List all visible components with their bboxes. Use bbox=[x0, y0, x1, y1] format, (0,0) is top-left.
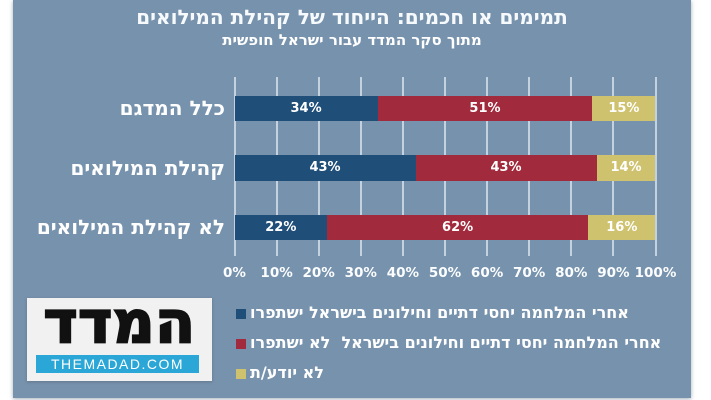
category-label-0: כלל המדגם bbox=[119, 96, 225, 121]
chart-panel: תמימים או חכמים: הייחוד של קהילת המילואי… bbox=[13, 0, 691, 398]
bar-segment: 51% bbox=[377, 95, 593, 121]
bar-value-label: 22% bbox=[265, 219, 297, 235]
legend: אחרי המלחמה יחסי דתיים וחילונים בישראל י… bbox=[236, 302, 661, 392]
bar-segment: 15% bbox=[592, 95, 656, 121]
legend-row-0: אחרי המלחמה יחסי דתיים וחילונים בישראל י… bbox=[236, 302, 661, 323]
bar-segment: 22% bbox=[234, 214, 328, 240]
logo-domain-bar: THEMADAD.COM bbox=[36, 355, 199, 373]
x-tick-label-50%: 50% bbox=[428, 265, 462, 281]
bar-value-label: 16% bbox=[606, 219, 638, 235]
bar-value-label: 14% bbox=[610, 160, 642, 176]
chart-title: תמימים או חכמים: הייחוד של קהילת המילואי… bbox=[136, 5, 568, 29]
bar-row-2: 22% 62% 16% bbox=[234, 214, 656, 240]
logo-hebrew-wordmark: המדד bbox=[42, 288, 196, 356]
bar-value-label: 43% bbox=[490, 160, 522, 176]
legend-swatch bbox=[236, 308, 246, 319]
plot-area: 34% 51% 15% כלל המדגם 43% 43% 14% קהילת המילואי… bbox=[13, 0, 691, 398]
x-tick-label-100%: 100% bbox=[634, 265, 677, 281]
bar-segment: 14% bbox=[596, 155, 656, 181]
chart-subtitle: מתוך סקר המדד עבור ישראל חופשית bbox=[222, 31, 482, 49]
x-tick-label-10%: 10% bbox=[260, 265, 293, 281]
bar-segment: 62% bbox=[327, 214, 589, 240]
x-tick-label-30%: 30% bbox=[344, 265, 377, 281]
legend-label: אחרי המלחמה יחסי דתיים וחילונים בישראל י… bbox=[250, 303, 629, 322]
legend-label: לא יודע/ת bbox=[250, 363, 324, 382]
x-tick-label-20%: 20% bbox=[302, 265, 335, 281]
bar-value-label: 34% bbox=[290, 100, 322, 116]
category-label-1: קהילת המילואים bbox=[70, 155, 225, 180]
bar-row-1: 43% 43% 14% bbox=[234, 155, 656, 181]
x-tick-label-60%: 60% bbox=[470, 265, 504, 281]
x-tick-label-0%: 0% bbox=[223, 265, 246, 281]
bar-value-label: 51% bbox=[469, 100, 501, 116]
gridline-100% bbox=[654, 77, 657, 256]
x-tick-label-90%: 90% bbox=[597, 265, 630, 281]
bar-row-0: 34% 51% 15% bbox=[234, 95, 656, 121]
themadad-logo: המדד THEMADAD.COM bbox=[27, 292, 212, 381]
bar-segment: 34% bbox=[234, 95, 378, 121]
bar-segment: 43% bbox=[234, 155, 416, 181]
legend-row-1: אחרי המלחמה יחסי דתיים וחילונים בישראל ל… bbox=[236, 332, 661, 353]
bar-segment: 43% bbox=[415, 155, 597, 181]
logo-domain-text: THEMADAD.COM bbox=[50, 356, 185, 372]
category-label-2: לא קהילת המילואים bbox=[36, 215, 225, 240]
legend-swatch bbox=[236, 368, 246, 379]
x-tick-label-40%: 40% bbox=[386, 265, 420, 281]
x-tick-label-70%: 70% bbox=[513, 265, 546, 281]
legend-row-2: לא יודע/ת bbox=[236, 362, 661, 383]
legend-label: אחרי המלחמה יחסי דתיים וחילונים בישראל ל… bbox=[250, 333, 662, 352]
bar-segment: 16% bbox=[588, 214, 656, 240]
legend-swatch bbox=[236, 338, 246, 349]
x-tick-label-80%: 80% bbox=[555, 265, 588, 281]
bar-value-label: 62% bbox=[442, 219, 474, 235]
bar-value-label: 43% bbox=[309, 160, 341, 176]
bar-value-label: 15% bbox=[608, 100, 640, 116]
